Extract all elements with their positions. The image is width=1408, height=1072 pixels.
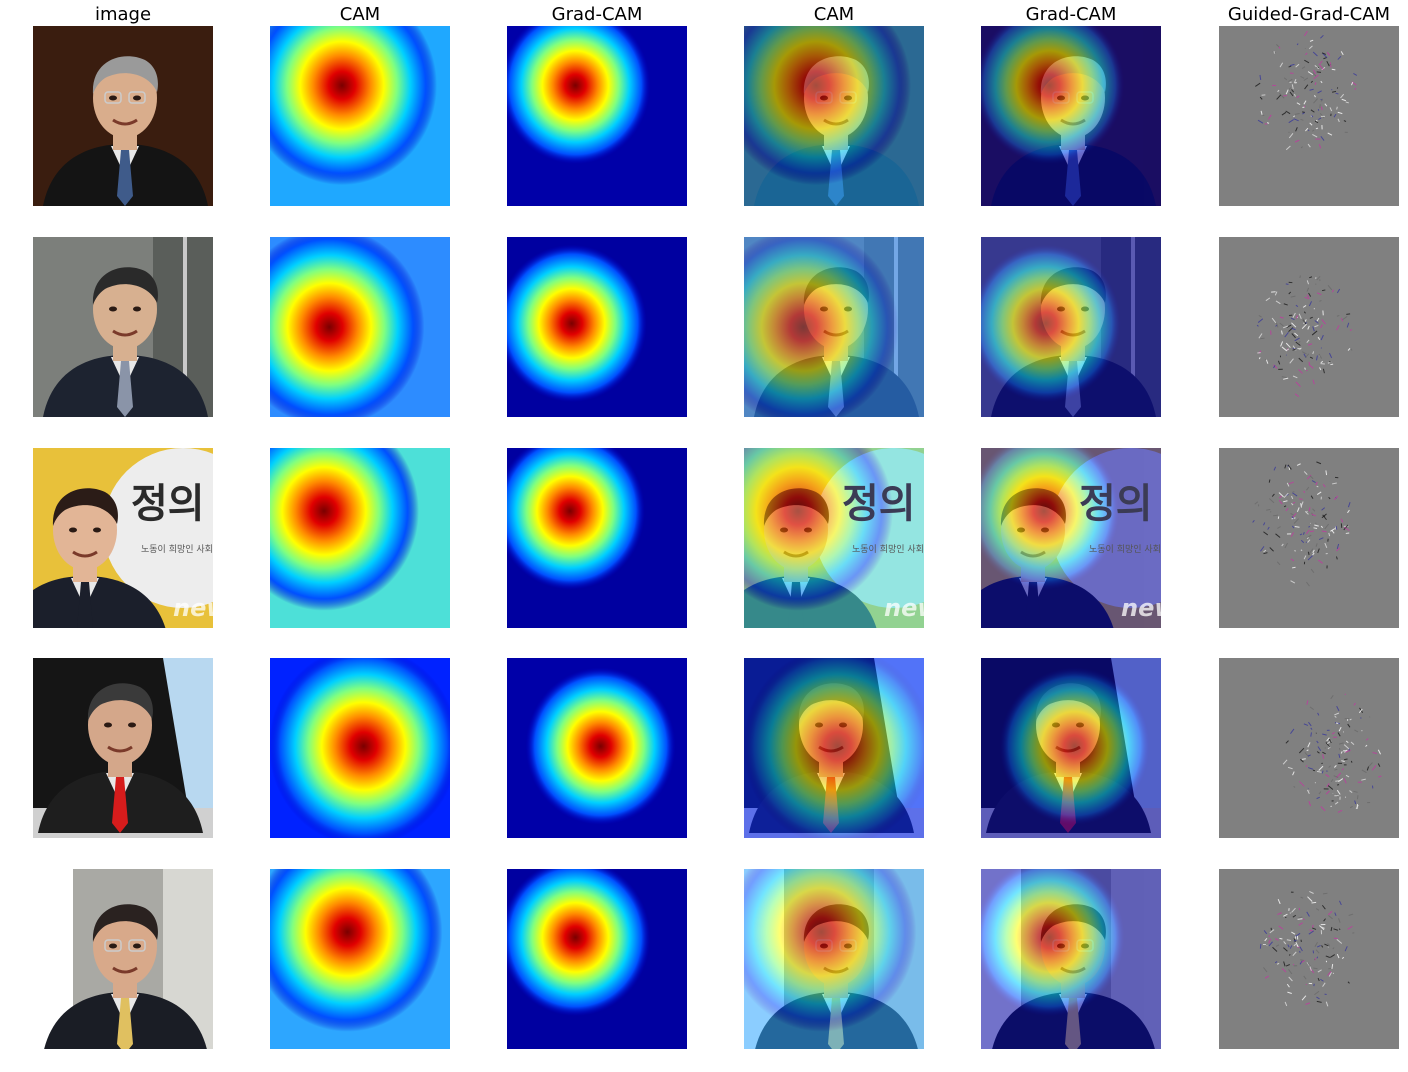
gradcam-overlay-image: [981, 448, 1161, 628]
guided-gradcam-image: [1219, 26, 1399, 206]
column-title-cam-heatmap: CAM: [339, 4, 381, 25]
cam-heatmap-image: [270, 658, 450, 838]
banner-text-2: news: [1121, 594, 1161, 622]
banner-text-1: 노동이 희망인 사회: [852, 545, 924, 555]
panel-r1-photo: [33, 26, 213, 206]
cam-overlay-image: [744, 448, 924, 628]
panel-r4-photo: [33, 658, 213, 838]
cam-overlay-image: [744, 869, 924, 1049]
guided-gradcam-image: [1219, 869, 1399, 1049]
cam-overlay-image: [744, 237, 924, 417]
cam-overlay-image: [744, 26, 924, 206]
edge-texture: [1255, 30, 1358, 151]
panel-r4-cam-heatmap: [270, 658, 450, 838]
gradcam-heatmap-image: [507, 26, 687, 206]
panel-r1-gradcam-heatmap: [507, 26, 687, 206]
column-title-cam-overlay: CAM: [813, 4, 855, 25]
photo-image: [33, 26, 213, 206]
panel-r5-cam-heatmap: [270, 869, 450, 1049]
edge-texture: [1256, 275, 1353, 397]
gradcam-overlay-image: [981, 658, 1161, 838]
cam-heatmap-image: [270, 237, 450, 417]
banner-text-1: 노동이 희망인 사회: [141, 545, 213, 555]
banner-text-0: 정의: [842, 481, 916, 527]
panel-r1-gradcam-overlay: [981, 26, 1161, 206]
panel-r2-gradcam-overlay: [981, 237, 1161, 417]
cam-heatmap-image: [270, 26, 450, 206]
gradcam-heatmap-image: [507, 869, 687, 1049]
gradcam-heatmap-image: [507, 448, 687, 628]
banner-text-0: 정의: [131, 481, 205, 527]
banner-text-1: 노동이 희망인 사회: [1089, 545, 1161, 555]
panel-r3-cam-heatmap: [270, 448, 450, 628]
panel-r2-cam-overlay: [744, 237, 924, 417]
cam-heatmap-image: [270, 448, 450, 628]
panel-r1-cam-overlay: [744, 26, 924, 206]
photo-image: [33, 658, 213, 838]
person-figure: [43, 56, 208, 206]
banner-text-0: 정의: [1079, 481, 1153, 527]
person-figure: [33, 488, 166, 628]
person-figure: [43, 267, 208, 417]
panel-r2-photo: [33, 237, 213, 417]
panel-r2-gradcam-heatmap: [507, 237, 687, 417]
photo-image: [33, 448, 213, 628]
panel-r5-guided-gradcam: [1219, 869, 1399, 1049]
panel-r2-guided-gradcam: [1219, 237, 1399, 417]
edge-texture: [1259, 890, 1355, 1007]
cam-overlay-image: [744, 658, 924, 838]
guided-gradcam-image: [1219, 237, 1399, 417]
panel-r4-gradcam-heatmap: [507, 658, 687, 838]
panel-r1-guided-gradcam: [1219, 26, 1399, 206]
gradcam-overlay-image: [981, 869, 1161, 1049]
column-title-guided-gradcam: Guided-Grad-CAM: [1227, 4, 1391, 25]
panel-r2-cam-heatmap: [270, 237, 450, 417]
edge-texture: [1252, 461, 1351, 587]
cam-heatmap-image: [270, 869, 450, 1049]
column-title-photo: image: [94, 4, 152, 25]
panel-r4-guided-gradcam: [1219, 658, 1399, 838]
guided-gradcam-image: [1219, 658, 1399, 838]
panel-r5-photo: [33, 869, 213, 1049]
guided-gradcam-image: [1219, 448, 1399, 628]
gradcam-heatmap-image: [507, 658, 687, 838]
gradcam-heatmap-image: [507, 237, 687, 417]
panel-r3-guided-gradcam: [1219, 448, 1399, 628]
photo-image: [33, 869, 213, 1049]
panel-r5-gradcam-heatmap: [507, 869, 687, 1049]
panel-r1-cam-heatmap: [270, 26, 450, 206]
edge-texture: [1282, 693, 1382, 813]
gradcam-overlay-image: [981, 237, 1161, 417]
panel-r4-gradcam-overlay: [981, 658, 1161, 838]
column-title-gradcam-overlay: Grad-CAM: [1025, 4, 1117, 25]
photo-image: [33, 237, 213, 417]
panel-r5-cam-overlay: [744, 869, 924, 1049]
panel-r5-gradcam-overlay: [981, 869, 1161, 1049]
panel-r4-cam-overlay: [744, 658, 924, 838]
banner-text-2: news: [173, 594, 213, 622]
panel-r3-gradcam-heatmap: [507, 448, 687, 628]
gradcam-overlay-image: [981, 26, 1161, 206]
person-figure: [44, 904, 207, 1049]
column-title-gradcam-heatmap: Grad-CAM: [551, 4, 643, 25]
banner-text-2: news: [884, 594, 924, 622]
person-figure: [38, 683, 203, 833]
